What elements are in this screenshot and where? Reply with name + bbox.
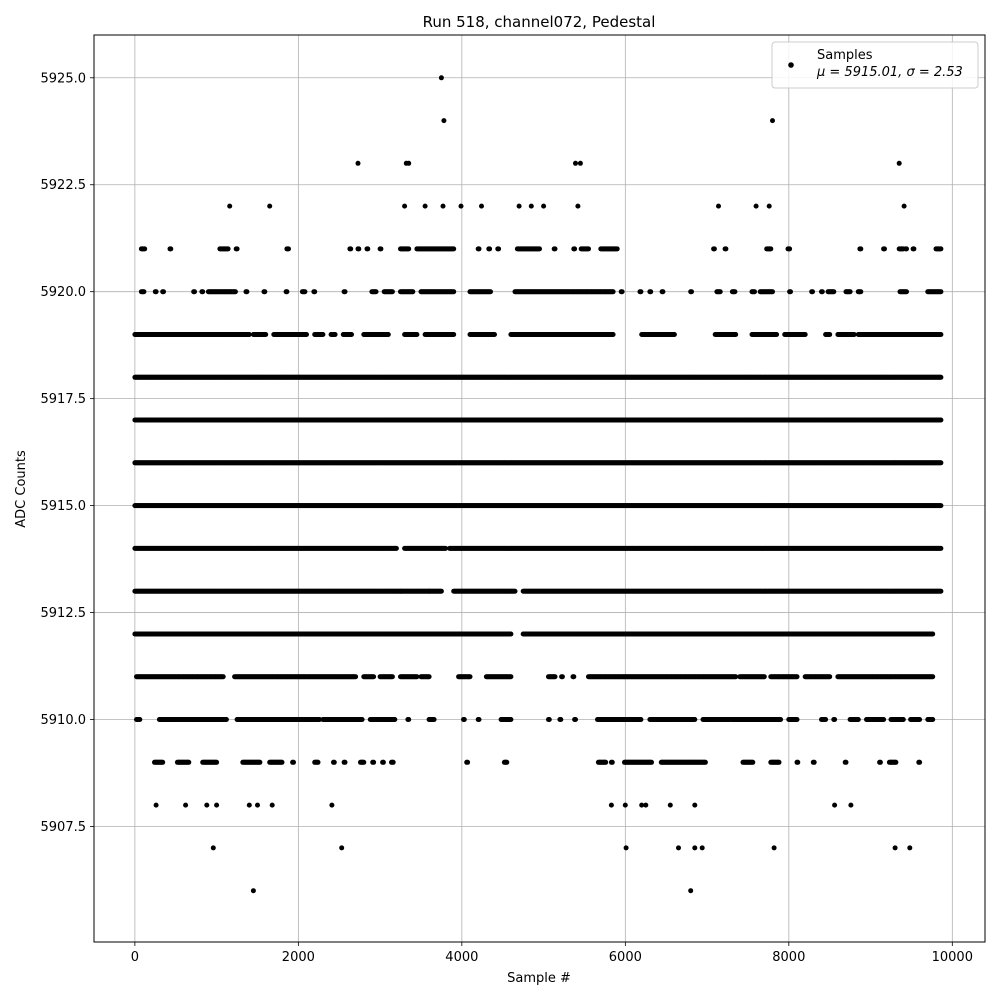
data-point [811, 759, 817, 765]
data-point [603, 759, 609, 765]
data-point [371, 674, 377, 680]
data-point [832, 717, 838, 722]
data-point [508, 674, 514, 680]
data-point [438, 588, 444, 594]
data-point [776, 759, 782, 765]
data-point [552, 674, 558, 680]
data-point [938, 588, 944, 594]
data-point [508, 631, 514, 637]
data-point [361, 759, 367, 765]
data-point [512, 588, 518, 594]
data-point [778, 717, 784, 722]
data-point [827, 674, 833, 680]
data-point [649, 759, 654, 765]
data-point [930, 631, 936, 637]
data-point [137, 717, 143, 722]
data-point [917, 759, 923, 765]
data-point [476, 717, 482, 722]
data-point [794, 674, 800, 680]
data-point [893, 759, 899, 765]
data-point [571, 674, 577, 680]
data-point [573, 717, 578, 722]
data-point [855, 717, 861, 722]
data-point [380, 759, 386, 765]
data-point [546, 717, 552, 722]
data-point [938, 545, 944, 551]
data-points [132, 75, 944, 894]
data-point [279, 759, 285, 765]
data-point [930, 717, 936, 722]
data-point [291, 759, 296, 765]
data-point [877, 759, 883, 765]
data-point [461, 717, 467, 722]
data-point [733, 674, 739, 680]
data-point [559, 674, 565, 680]
data-point [467, 674, 473, 680]
data-point [223, 717, 229, 722]
data-point [257, 759, 263, 765]
chart-title: Run 518, channel072, Pedestal [423, 13, 656, 31]
data-point [881, 717, 887, 722]
data-point [426, 674, 432, 680]
data-point [331, 759, 337, 765]
data-point [609, 759, 615, 765]
data-point [794, 717, 800, 722]
data-point [414, 674, 420, 680]
data-point [558, 717, 564, 722]
data-point [160, 759, 166, 765]
data-point [750, 759, 756, 765]
data-point [431, 717, 437, 722]
data-point [795, 759, 801, 765]
data-point [214, 759, 220, 765]
data-point [393, 545, 399, 551]
data-point [465, 759, 471, 765]
data-point [638, 717, 644, 722]
data-point [342, 759, 348, 765]
data-point [186, 759, 192, 765]
data-point [930, 674, 936, 680]
data-point [823, 717, 829, 722]
data-point [504, 759, 510, 765]
data-point [692, 717, 698, 722]
data-point [702, 759, 708, 765]
data-point [220, 674, 226, 680]
data-point [359, 717, 365, 722]
data-point [508, 717, 514, 722]
data-point [900, 717, 906, 722]
data-point [392, 717, 398, 722]
data-point [761, 674, 767, 680]
data-point [315, 759, 321, 765]
data-point [371, 759, 377, 765]
data-point [406, 717, 412, 722]
data-point [390, 759, 396, 765]
data-point [917, 717, 923, 722]
data-point [353, 674, 359, 680]
data-point [843, 759, 849, 765]
data-point [389, 674, 395, 680]
